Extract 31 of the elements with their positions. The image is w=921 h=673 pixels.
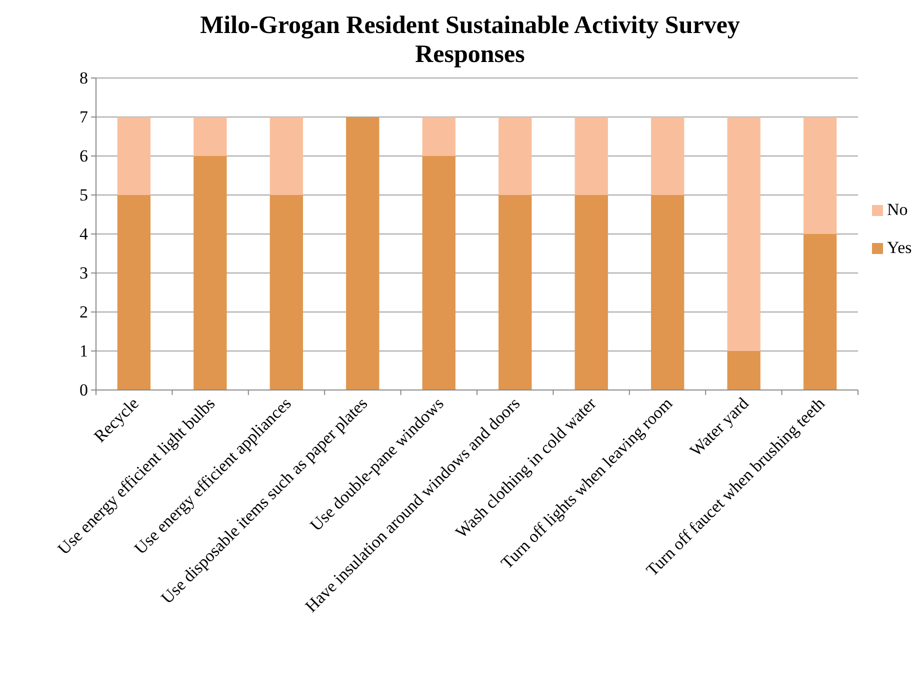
y-tick-label: 7 <box>80 107 88 126</box>
bar <box>803 234 837 390</box>
y-tick-label: 1 <box>80 341 88 360</box>
y-tick-label: 3 <box>80 263 88 282</box>
bar <box>194 117 227 156</box>
bar <box>117 117 151 195</box>
bar <box>727 351 760 390</box>
bar <box>498 117 532 195</box>
bar <box>270 195 303 390</box>
bar <box>651 117 684 195</box>
y-tick-label: 2 <box>80 302 88 322</box>
bar <box>422 117 456 156</box>
bar <box>194 156 227 390</box>
bar <box>727 117 760 351</box>
y-tick-label: 6 <box>80 146 88 166</box>
legend-label: No <box>887 200 908 219</box>
y-tick-label: 5 <box>80 185 88 204</box>
y-tick-label: 4 <box>80 224 88 244</box>
bar <box>422 156 456 390</box>
legend-label: Yes <box>887 238 912 257</box>
bar <box>574 117 608 195</box>
bar <box>270 117 303 195</box>
chart-title: Milo-Grogan Resident Sustainable Activity Survey Responses <box>200 12 740 68</box>
y-tick-label: 0 <box>80 380 88 400</box>
bar <box>651 195 684 390</box>
bar <box>117 195 151 390</box>
y-tick-label: 8 <box>80 68 88 88</box>
bar <box>574 195 608 390</box>
bar <box>346 117 380 390</box>
bar <box>803 117 837 234</box>
bar <box>498 195 532 390</box>
